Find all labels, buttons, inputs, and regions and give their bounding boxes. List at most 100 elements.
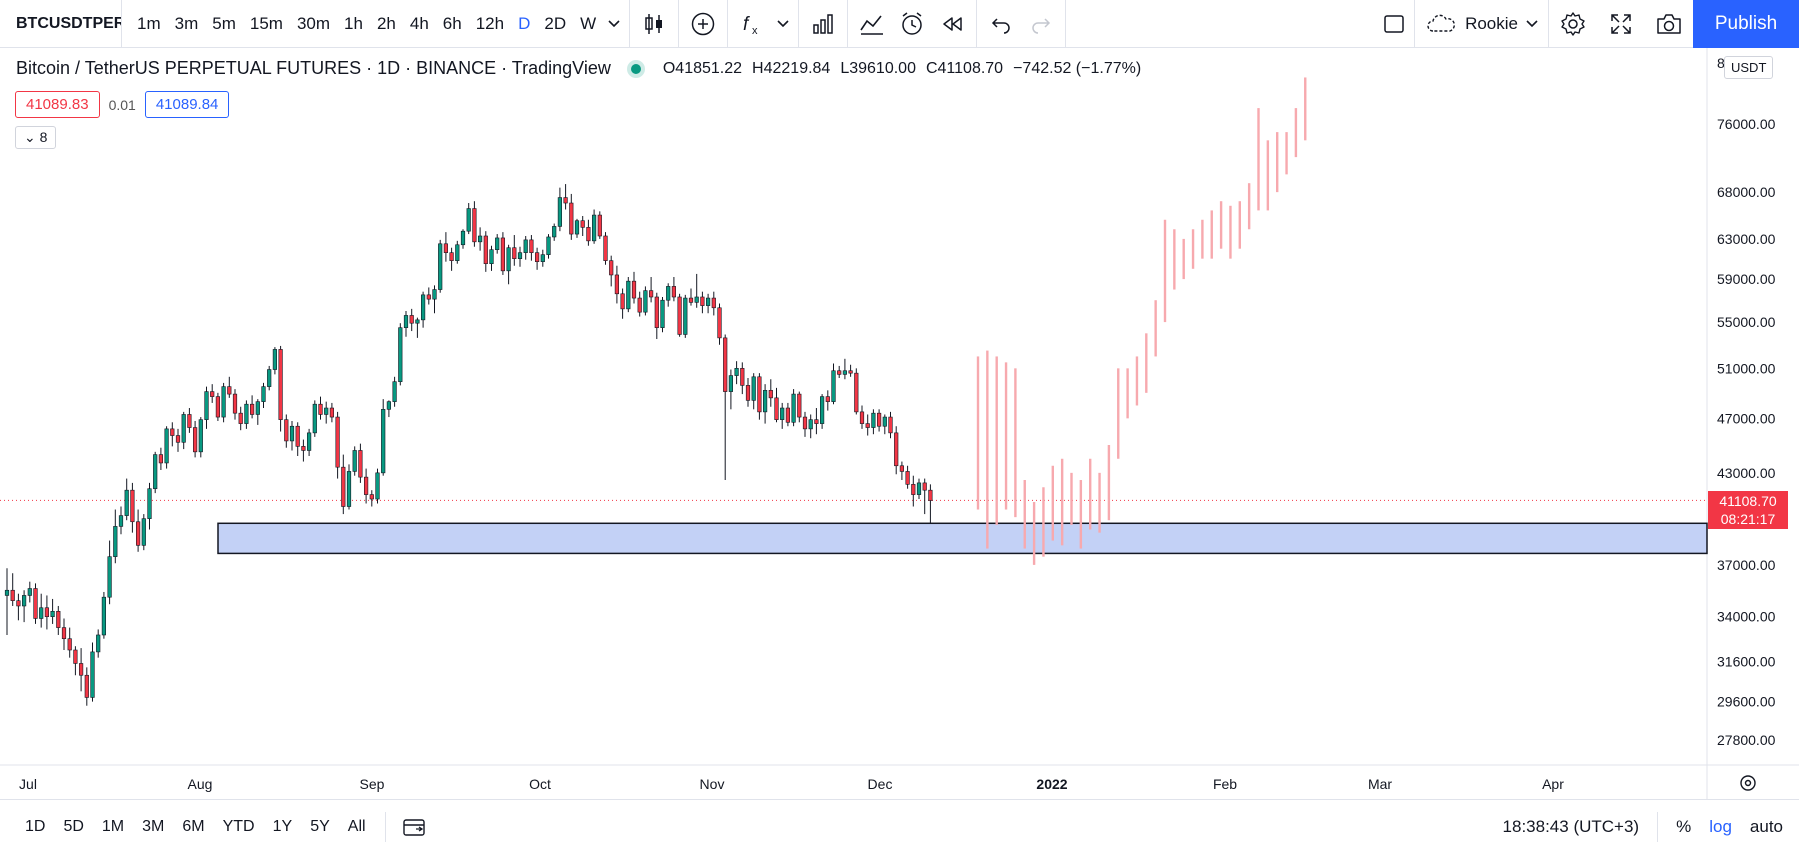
timescale-settings-icon[interactable] [1740, 775, 1756, 791]
layout-select-icon[interactable] [1374, 0, 1414, 48]
interval-2d[interactable]: 2D [544, 13, 567, 33]
candle-body [398, 327, 403, 382]
indicators-collapse-button[interactable]: ⌄ 8 [15, 126, 57, 149]
indicators-chevron-icon[interactable] [772, 0, 794, 48]
clock-timezone[interactable]: 18:38:43 (UTC+3) [1502, 817, 1640, 836]
projection-bar [1304, 77, 1307, 141]
candle-body [477, 235, 483, 243]
candle-body [238, 412, 243, 424]
collapsed-count: 8 [39, 129, 48, 145]
auto-scale-toggle[interactable]: auto [1749, 817, 1783, 836]
candle-body [312, 403, 317, 434]
time-tick-label: Feb [1213, 776, 1237, 792]
candle-body [136, 521, 141, 546]
projection-bar [1004, 362, 1008, 510]
interval-5m[interactable]: 5m [212, 13, 236, 33]
interval-1m[interactable]: 1m [137, 13, 161, 33]
candle-body [540, 254, 545, 262]
candle-body [700, 296, 705, 306]
candle-body [637, 297, 642, 313]
projection-bar [1154, 300, 1157, 357]
candle-body [335, 416, 340, 468]
interval-6h[interactable]: 6h [442, 13, 462, 33]
projection-bar [1247, 183, 1251, 230]
undo-icon[interactable] [981, 0, 1021, 48]
candle-body [677, 296, 682, 335]
interval-3m[interactable]: 3m [174, 13, 199, 33]
candle-body [888, 416, 893, 434]
svg-text:x: x [752, 25, 758, 36]
publish-button[interactable]: Publish [1693, 0, 1799, 48]
profile-name: Rookie [1465, 14, 1518, 33]
price-chart[interactable]: 27800.00 29600.00 31600.00 34000.00 37000.00… [0, 48, 1799, 799]
currency-badge[interactable]: USDT [1724, 56, 1774, 79]
range-5y[interactable]: 5Y [310, 817, 330, 835]
projection-bar [1182, 238, 1185, 280]
interval-dropdown-chevron-icon[interactable] [603, 0, 625, 48]
toolbar-divider [976, 0, 978, 48]
candle-body [717, 307, 722, 339]
range-5d[interactable]: 5D [63, 817, 84, 835]
bar-countdown: 08:21:17 [1720, 511, 1776, 527]
interval-2h[interactable]: 2h [376, 13, 396, 33]
candle-body [232, 393, 238, 414]
redo-icon[interactable] [1021, 0, 1061, 48]
toolbar-divider [384, 811, 386, 842]
projection-bar [986, 350, 989, 549]
symbol-description[interactable]: Bitcoin / TetherUS PERPETUAL FUTURES · 1… [16, 58, 611, 78]
interval-d[interactable]: D [518, 13, 531, 33]
settings-gear-icon[interactable] [1549, 0, 1597, 48]
range-ytd[interactable]: YTD [222, 817, 255, 835]
range-6m[interactable]: 6M [182, 817, 205, 835]
price-tick-partial: 8 [1717, 55, 1725, 71]
alert-clock-icon[interactable] [892, 0, 932, 48]
candle-body [614, 274, 619, 295]
market-status-dot[interactable] [630, 63, 641, 74]
percent-scale-toggle[interactable]: % [1676, 817, 1692, 836]
candle-body [96, 634, 101, 653]
candle-body [500, 237, 506, 272]
time-tick-label: Mar [1368, 776, 1392, 792]
interval-4h[interactable]: 4h [409, 13, 429, 33]
interval-w[interactable]: W [580, 13, 597, 33]
candle-body [250, 403, 255, 415]
candle-body [666, 286, 671, 301]
candle-body [267, 369, 272, 387]
range-1m[interactable]: 1M [101, 817, 125, 835]
candles-chart-type-icon[interactable] [634, 0, 674, 48]
range-3m[interactable]: 3M [142, 817, 165, 835]
candle-body [101, 596, 106, 636]
fullscreen-icon[interactable] [1597, 0, 1645, 48]
snapshot-camera-icon[interactable] [1645, 0, 1693, 48]
goto-date-calendar-icon[interactable] [396, 803, 432, 851]
templates-chart-icon[interactable] [852, 0, 892, 48]
range-1d[interactable]: 1D [25, 817, 46, 835]
sell-bid-button[interactable]: 41089.83 [15, 91, 100, 118]
chevron-down-icon [1526, 20, 1538, 28]
buy-ask-button[interactable]: 41089.84 [144, 91, 230, 118]
close-label: C [925, 59, 938, 77]
replay-rewind-icon[interactable] [932, 0, 972, 48]
candle-body [455, 244, 460, 261]
interval-15m[interactable]: 15m [249, 13, 283, 33]
candle-body [90, 651, 95, 698]
candle-body [79, 663, 84, 676]
candle-body [438, 243, 443, 290]
symbol-search[interactable]: BTCUSDTPER [0, 0, 122, 48]
log-scale-toggle[interactable]: log [1709, 817, 1732, 836]
projection-bar [1070, 472, 1073, 525]
candle-body [591, 214, 597, 242]
range-1y[interactable]: 1Y [272, 817, 293, 835]
interval-1h[interactable]: 1h [344, 13, 363, 33]
candle-body [574, 220, 580, 235]
candle-body [723, 337, 728, 392]
candle-body [819, 396, 825, 424]
range-all[interactable]: All [347, 817, 366, 835]
interval-30m[interactable]: 30m [296, 13, 331, 33]
profile-menu[interactable]: Rookie [1414, 0, 1549, 48]
compare-add-symbol-icon[interactable] [683, 0, 723, 48]
candle-body [73, 649, 78, 664]
financials-bars-icon[interactable] [803, 0, 843, 48]
interval-12h[interactable]: 12h [475, 13, 505, 33]
